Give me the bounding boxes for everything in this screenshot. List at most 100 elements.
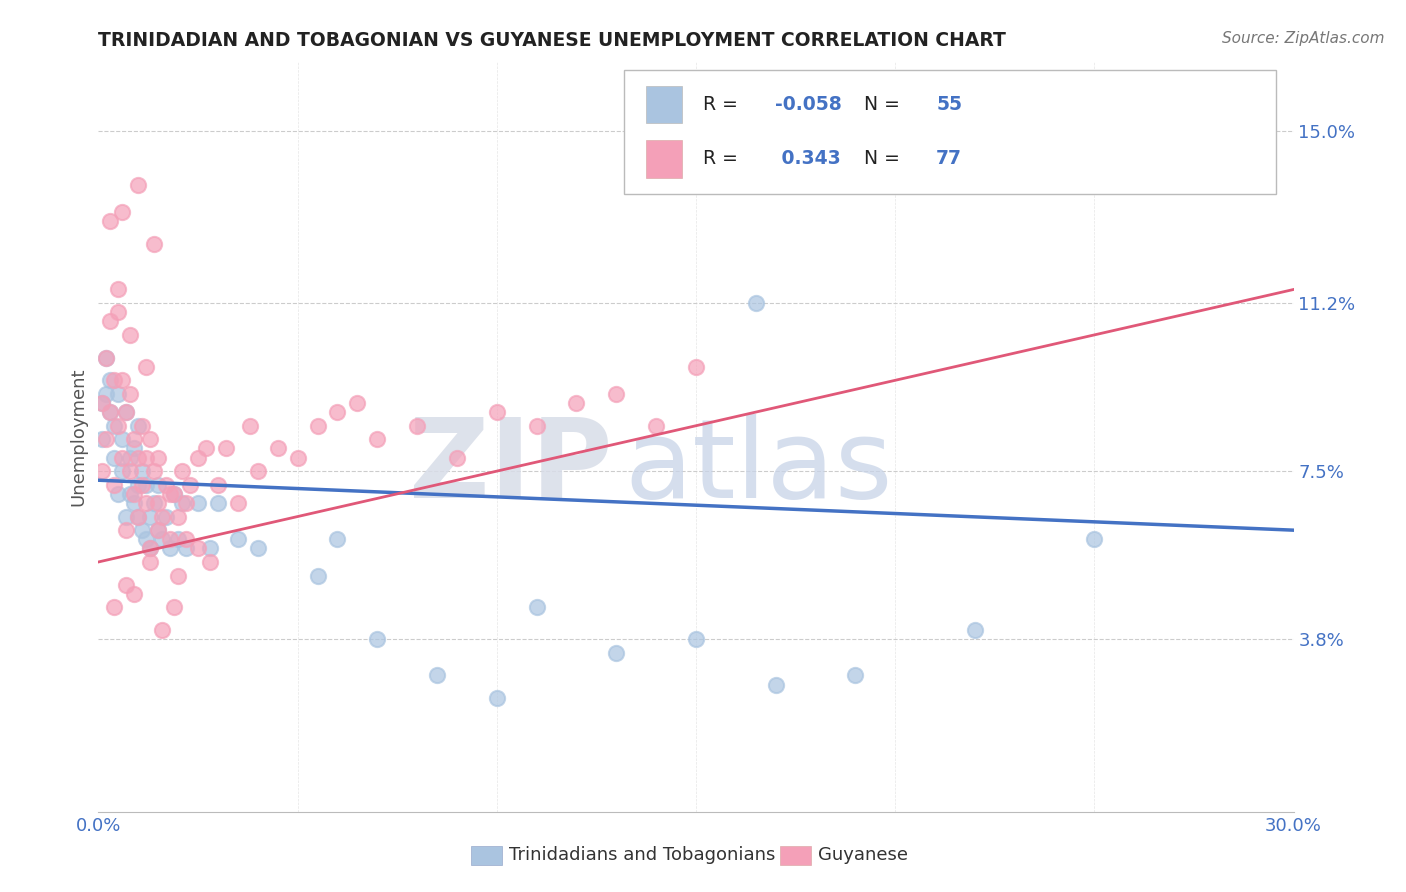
Point <box>103 477 125 491</box>
Point <box>307 418 329 433</box>
Text: N =: N = <box>865 150 900 169</box>
Point <box>103 418 125 433</box>
FancyBboxPatch shape <box>624 70 1275 194</box>
Point <box>685 632 707 647</box>
Point <box>179 477 201 491</box>
Point <box>103 373 125 387</box>
Point <box>155 509 177 524</box>
Point <box>115 405 138 419</box>
Y-axis label: Unemployment: Unemployment <box>69 368 87 507</box>
Text: R =: R = <box>703 150 738 169</box>
Point <box>148 523 170 537</box>
Point <box>127 178 149 192</box>
Point <box>127 477 149 491</box>
Point <box>745 296 768 310</box>
Point <box>139 541 162 556</box>
Point <box>98 214 122 228</box>
Point <box>139 541 162 556</box>
Point <box>91 396 114 410</box>
Text: 77: 77 <box>936 150 962 169</box>
Point <box>135 359 157 374</box>
Point <box>172 496 194 510</box>
Point <box>1083 533 1105 547</box>
Point <box>139 555 162 569</box>
Point <box>215 442 238 456</box>
Point <box>605 387 627 401</box>
Point <box>148 523 170 537</box>
Point <box>195 442 218 456</box>
Point <box>172 464 194 478</box>
Point <box>124 587 146 601</box>
Point <box>167 533 190 547</box>
Point <box>150 509 173 524</box>
Point <box>226 496 249 510</box>
Point <box>135 496 157 510</box>
Point <box>239 418 262 433</box>
Point <box>426 668 449 682</box>
Point <box>127 450 149 465</box>
Point <box>226 533 249 547</box>
Point <box>187 450 209 465</box>
Point <box>111 373 134 387</box>
Point <box>159 533 181 547</box>
Point <box>135 533 157 547</box>
Point <box>148 496 170 510</box>
Point <box>148 450 170 465</box>
Point <box>107 418 129 433</box>
Point <box>159 487 181 501</box>
Point <box>107 387 129 401</box>
Point <box>155 477 177 491</box>
Text: Source: ZipAtlas.com: Source: ZipAtlas.com <box>1222 31 1385 46</box>
Point <box>163 487 186 501</box>
Point <box>111 433 134 447</box>
Point <box>98 405 122 419</box>
Point <box>198 541 221 556</box>
Point <box>526 418 548 433</box>
Point <box>135 450 157 465</box>
Point <box>844 668 866 682</box>
Point <box>115 523 138 537</box>
Point <box>139 433 162 447</box>
Point <box>485 691 508 706</box>
Point <box>163 487 186 501</box>
Point <box>131 418 153 433</box>
Point <box>307 568 329 582</box>
Point <box>366 632 388 647</box>
Point <box>96 387 118 401</box>
Point <box>98 314 122 328</box>
Point <box>963 623 986 637</box>
Point <box>120 450 142 465</box>
Point <box>96 351 118 365</box>
Point <box>103 600 125 615</box>
FancyBboxPatch shape <box>645 86 682 123</box>
Point <box>111 450 134 465</box>
Text: Guyanese: Guyanese <box>818 847 908 864</box>
Point <box>111 464 134 478</box>
Text: -0.058: -0.058 <box>775 95 842 114</box>
Point <box>107 305 129 319</box>
Point <box>131 477 153 491</box>
Point <box>107 283 129 297</box>
Point <box>91 433 114 447</box>
Point <box>485 405 508 419</box>
Point <box>645 418 668 433</box>
Point <box>167 509 190 524</box>
Point <box>103 450 125 465</box>
Point <box>120 327 142 342</box>
Point <box>120 464 142 478</box>
Point <box>120 387 142 401</box>
Point <box>685 359 707 374</box>
Point <box>148 477 170 491</box>
Point <box>127 418 149 433</box>
Point <box>115 577 138 591</box>
Point <box>526 600 548 615</box>
Text: ZIP: ZIP <box>409 414 613 521</box>
Point <box>127 509 149 524</box>
Point <box>163 600 186 615</box>
Text: R =: R = <box>703 95 738 114</box>
Point <box>207 496 229 510</box>
Point <box>96 433 118 447</box>
Point <box>98 405 122 419</box>
Point <box>765 677 787 691</box>
Point <box>167 568 190 582</box>
